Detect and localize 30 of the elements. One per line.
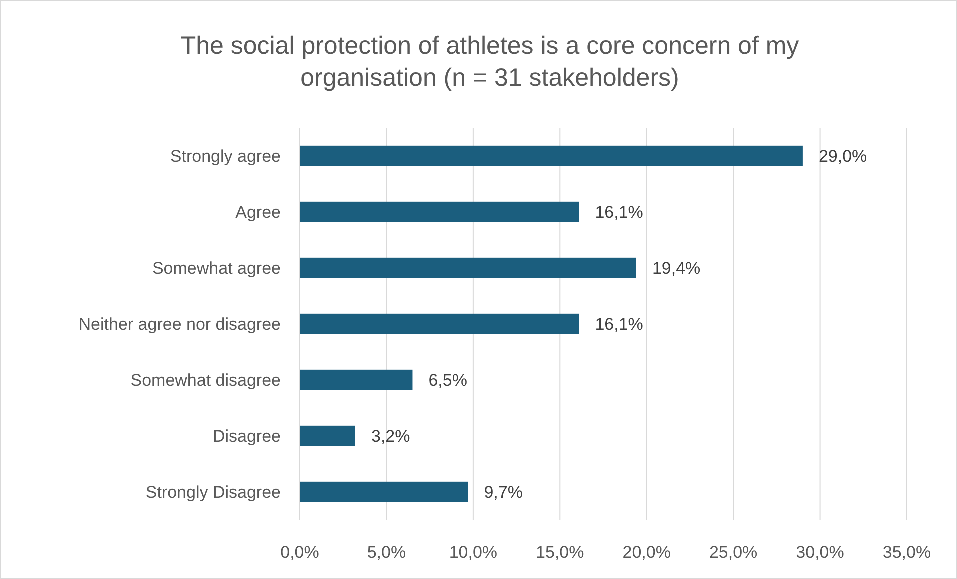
x-tick-label: 30,0% xyxy=(796,543,844,562)
data-label: 29,0% xyxy=(818,146,868,166)
bar xyxy=(300,202,580,222)
chart-title: The social protection of athletes is a core concern of my organisation (n = 31 stakeholders) xyxy=(180,32,800,92)
x-tick-label: 35,0% xyxy=(882,543,932,562)
y-tick-label: Somewhat agree xyxy=(152,258,281,278)
x-tick-label: 10,0% xyxy=(449,543,498,562)
data-label: 6,5% xyxy=(428,370,468,390)
bar xyxy=(300,426,356,446)
y-tick-label: Strongly Disagree xyxy=(146,482,281,502)
y-tick-label: Agree xyxy=(236,202,281,222)
x-tick-label: 20,0% xyxy=(622,543,671,562)
y-tick-label: Disagree xyxy=(212,426,281,446)
bar xyxy=(300,146,803,166)
data-label: 3,2% xyxy=(371,426,410,446)
bar xyxy=(300,370,413,390)
data-label: 16,1% xyxy=(595,314,644,334)
data-label: 9,7% xyxy=(484,482,523,502)
y-tick-label: Somewhat disagree xyxy=(130,370,281,390)
x-tick-label: 5,0% xyxy=(367,543,406,562)
y-tick-label: Neither agree nor disagree xyxy=(78,314,281,334)
x-tick-label: 25,0% xyxy=(709,543,758,562)
x-tick-label: 0,0% xyxy=(280,543,320,562)
data-label: 16,1% xyxy=(595,202,644,222)
x-tick-label: 15,0% xyxy=(536,543,584,562)
bar xyxy=(300,482,468,502)
bar xyxy=(300,314,580,334)
data-label: 19,4% xyxy=(652,258,701,278)
y-tick-label: Strongly agree xyxy=(170,146,281,166)
bar xyxy=(300,258,636,278)
